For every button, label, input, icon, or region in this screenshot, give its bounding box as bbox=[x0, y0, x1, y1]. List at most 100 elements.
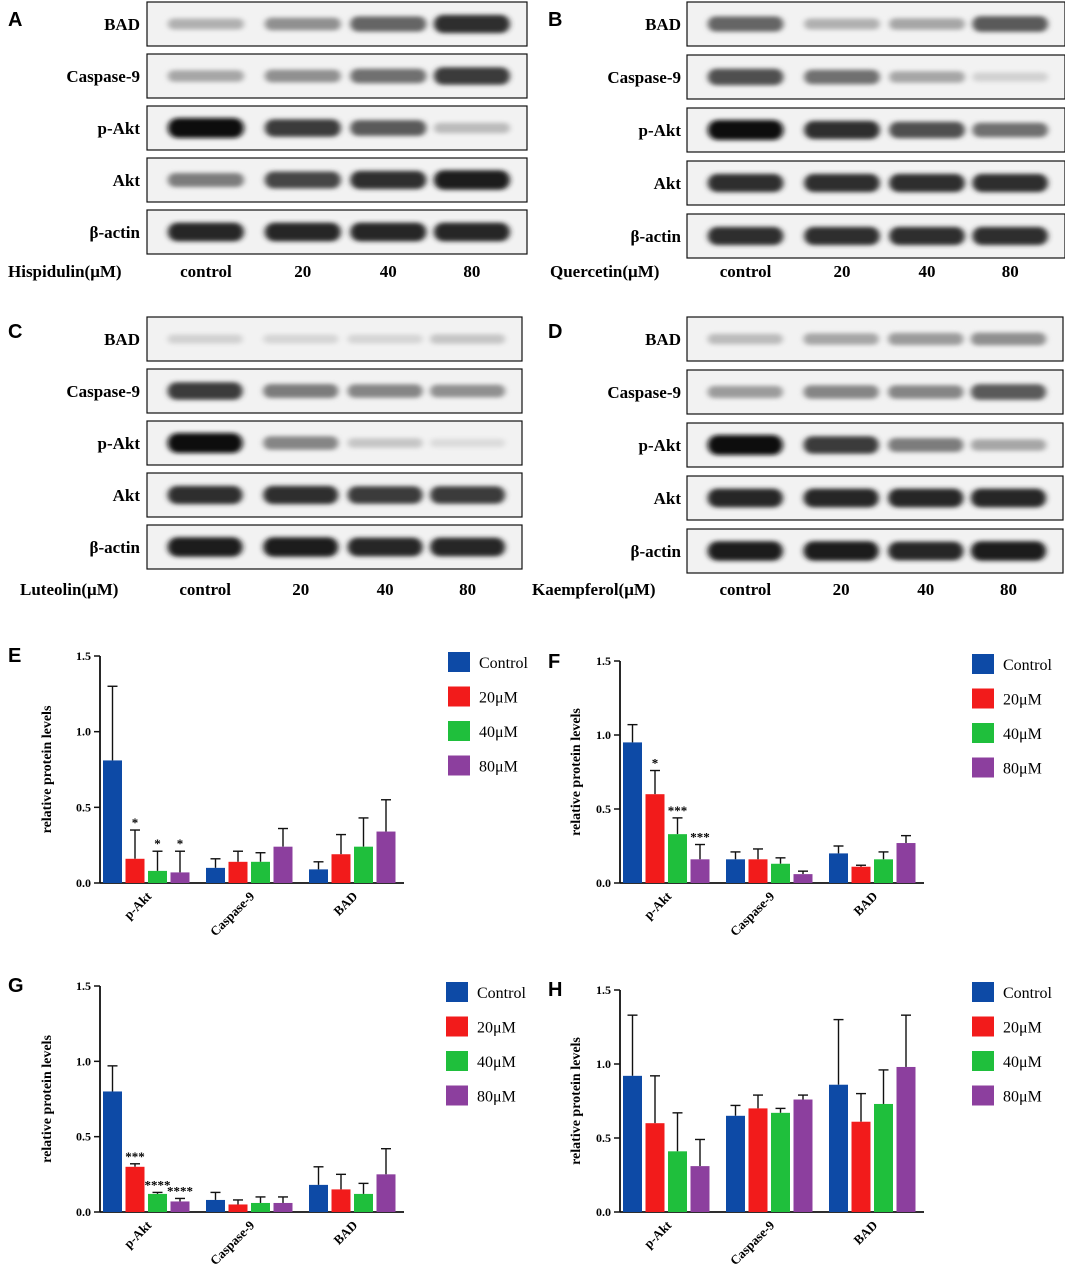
legend-swatch bbox=[972, 688, 994, 709]
blot-row-actin: β-actin bbox=[89, 209, 528, 255]
bar-control-p-akt bbox=[103, 760, 122, 883]
bar-80-m-bad bbox=[376, 1174, 396, 1212]
band bbox=[707, 488, 783, 508]
band bbox=[707, 226, 784, 246]
significance-marker: * bbox=[652, 756, 659, 771]
panel-letter: G bbox=[8, 975, 24, 997]
y-tick-label: 1.0 bbox=[596, 1057, 611, 1071]
x-category-label: BAD bbox=[850, 889, 880, 919]
x-category-label: p-Akt bbox=[641, 1217, 675, 1251]
band-group bbox=[167, 170, 510, 190]
treatment-caption: Hispidulin(μM) control 20 40 80 bbox=[8, 262, 480, 281]
y-tick-label: 0.5 bbox=[596, 802, 611, 816]
blot-row-label: BAD bbox=[104, 330, 140, 349]
legend-label: Control bbox=[477, 985, 526, 1002]
y-tick-label: 1.5 bbox=[596, 983, 611, 997]
bar-20-m-caspase-9 bbox=[228, 861, 248, 883]
band bbox=[804, 18, 880, 30]
band bbox=[888, 541, 964, 561]
band-group bbox=[707, 541, 1047, 561]
blot-panel-c: C BAD Caspase-9 p-Akt Akt β-actin Luteolin(μM)… bbox=[8, 316, 523, 599]
blot-row-label: Akt bbox=[654, 174, 682, 193]
bar-40-m-caspase-9 bbox=[771, 863, 790, 883]
band bbox=[167, 485, 243, 505]
band-group bbox=[707, 332, 1047, 346]
band bbox=[263, 384, 339, 398]
band bbox=[707, 435, 783, 455]
band bbox=[889, 226, 965, 246]
bar-20-m-p-akt bbox=[645, 1123, 665, 1212]
legend-swatch bbox=[972, 723, 994, 743]
x-category-label: BAD bbox=[850, 1218, 880, 1248]
panel-letter: E bbox=[8, 645, 21, 667]
bar-80-m-caspase-9 bbox=[793, 1099, 813, 1212]
band bbox=[707, 333, 783, 345]
treatment-label: Quercetin(μM) bbox=[550, 262, 659, 281]
legend-label: 20μM bbox=[477, 1020, 516, 1037]
legend-label: 40μM bbox=[1003, 726, 1042, 743]
bar-20-m-caspase-9 bbox=[228, 1204, 248, 1212]
blot-row-caspase-9: Caspase-9 bbox=[607, 369, 1064, 415]
bar-control-p-akt bbox=[103, 1091, 122, 1212]
bar-40-m-p-akt bbox=[668, 1151, 687, 1212]
y-tick-label: 1.5 bbox=[76, 979, 91, 993]
band bbox=[803, 385, 879, 399]
lane-label-control: control bbox=[719, 580, 771, 599]
blot-row-caspase-9: Caspase-9 bbox=[66, 53, 528, 99]
band bbox=[889, 121, 965, 139]
lane-label-40: 40 bbox=[377, 580, 394, 599]
panel-letter: F bbox=[548, 651, 560, 673]
band bbox=[433, 14, 510, 34]
legend-swatch bbox=[972, 654, 994, 674]
band bbox=[167, 18, 244, 30]
bar-80-m-bad bbox=[896, 1066, 916, 1212]
panel-letter: D bbox=[548, 321, 562, 343]
blot-row-label: Caspase-9 bbox=[607, 68, 681, 87]
band-group bbox=[167, 537, 506, 557]
band-group bbox=[167, 433, 506, 453]
significance-marker: *** bbox=[125, 1149, 145, 1164]
band bbox=[889, 71, 965, 83]
blot-row-p-akt: p-Akt bbox=[638, 422, 1064, 468]
x-category-label: Caspase-9 bbox=[207, 1217, 258, 1268]
panel-letter: B bbox=[548, 9, 562, 31]
band bbox=[888, 385, 964, 399]
x-category-label: BAD bbox=[330, 889, 360, 919]
band bbox=[889, 173, 965, 193]
band bbox=[888, 332, 964, 346]
legend: Control 20μM 40μM 80μM bbox=[972, 654, 1052, 778]
legend: Control 20μM 40μM 80μM bbox=[972, 982, 1052, 1106]
x-category-label: BAD bbox=[330, 1218, 360, 1248]
blot-row-p-akt: p-Akt bbox=[97, 420, 523, 466]
band bbox=[889, 18, 965, 30]
band-group bbox=[167, 485, 506, 505]
bar-control-caspase-9 bbox=[206, 1199, 225, 1212]
bar-control-caspase-9 bbox=[726, 1115, 745, 1212]
lane-label-80: 80 bbox=[1002, 262, 1019, 281]
treatment-label: Luteolin(μM) bbox=[20, 580, 118, 599]
panel-letter: H bbox=[548, 979, 562, 1001]
blot-row-label: p-Akt bbox=[638, 121, 681, 140]
band bbox=[888, 488, 964, 508]
band bbox=[804, 226, 880, 246]
band bbox=[970, 541, 1047, 561]
y-axis-title: relative protein levels bbox=[569, 708, 584, 836]
y-tick-label: 1.0 bbox=[76, 1054, 91, 1068]
bar-control-bad bbox=[309, 1184, 328, 1212]
y-tick-label: 0.5 bbox=[76, 1130, 91, 1144]
bar-40-m-p-akt bbox=[148, 1193, 167, 1212]
legend-swatch bbox=[972, 1016, 994, 1037]
band bbox=[347, 537, 423, 557]
legend-label: 20μM bbox=[1003, 1020, 1042, 1037]
band bbox=[263, 485, 339, 505]
legend-label: 80μM bbox=[1003, 1089, 1042, 1106]
y-tick-label: 1.0 bbox=[596, 728, 611, 742]
band-group bbox=[707, 488, 1047, 508]
band-group bbox=[167, 14, 510, 34]
lane-label-80: 80 bbox=[463, 262, 480, 281]
band bbox=[430, 537, 506, 557]
y-tick-label: 0.5 bbox=[596, 1131, 611, 1145]
bar-20-m-p-akt bbox=[645, 794, 665, 883]
bar-40-m-caspase-9 bbox=[251, 861, 270, 883]
